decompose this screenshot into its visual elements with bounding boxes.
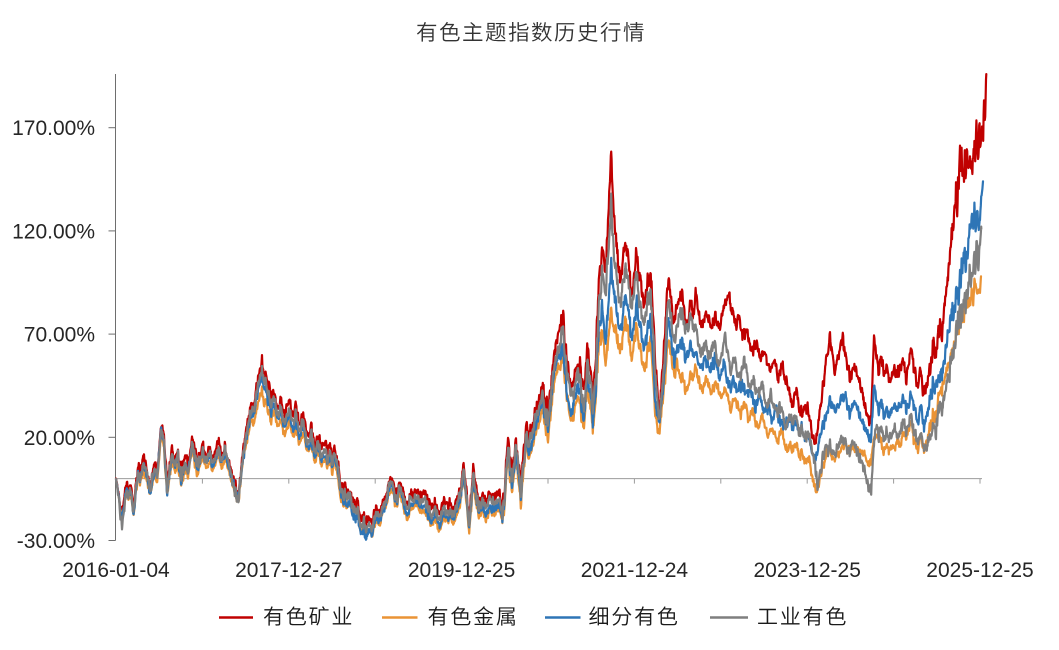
svg-text:2017-12-27: 2017-12-27	[235, 559, 342, 582]
svg-text:2019-12-25: 2019-12-25	[408, 559, 515, 582]
svg-text:-30.00%: -30.00%	[17, 530, 95, 553]
svg-text:2021-12-24: 2021-12-24	[581, 559, 689, 582]
svg-text:20.00%: 20.00%	[24, 427, 95, 450]
svg-text:2025-12-25: 2025-12-25	[926, 559, 1033, 582]
svg-text:2016-01-04: 2016-01-04	[62, 559, 170, 582]
svg-text:170.00%: 170.00%	[12, 117, 95, 140]
svg-text:120.00%: 120.00%	[12, 220, 95, 243]
svg-text:70.00%: 70.00%	[24, 324, 95, 347]
svg-text:2023-12-25: 2023-12-25	[753, 559, 860, 582]
